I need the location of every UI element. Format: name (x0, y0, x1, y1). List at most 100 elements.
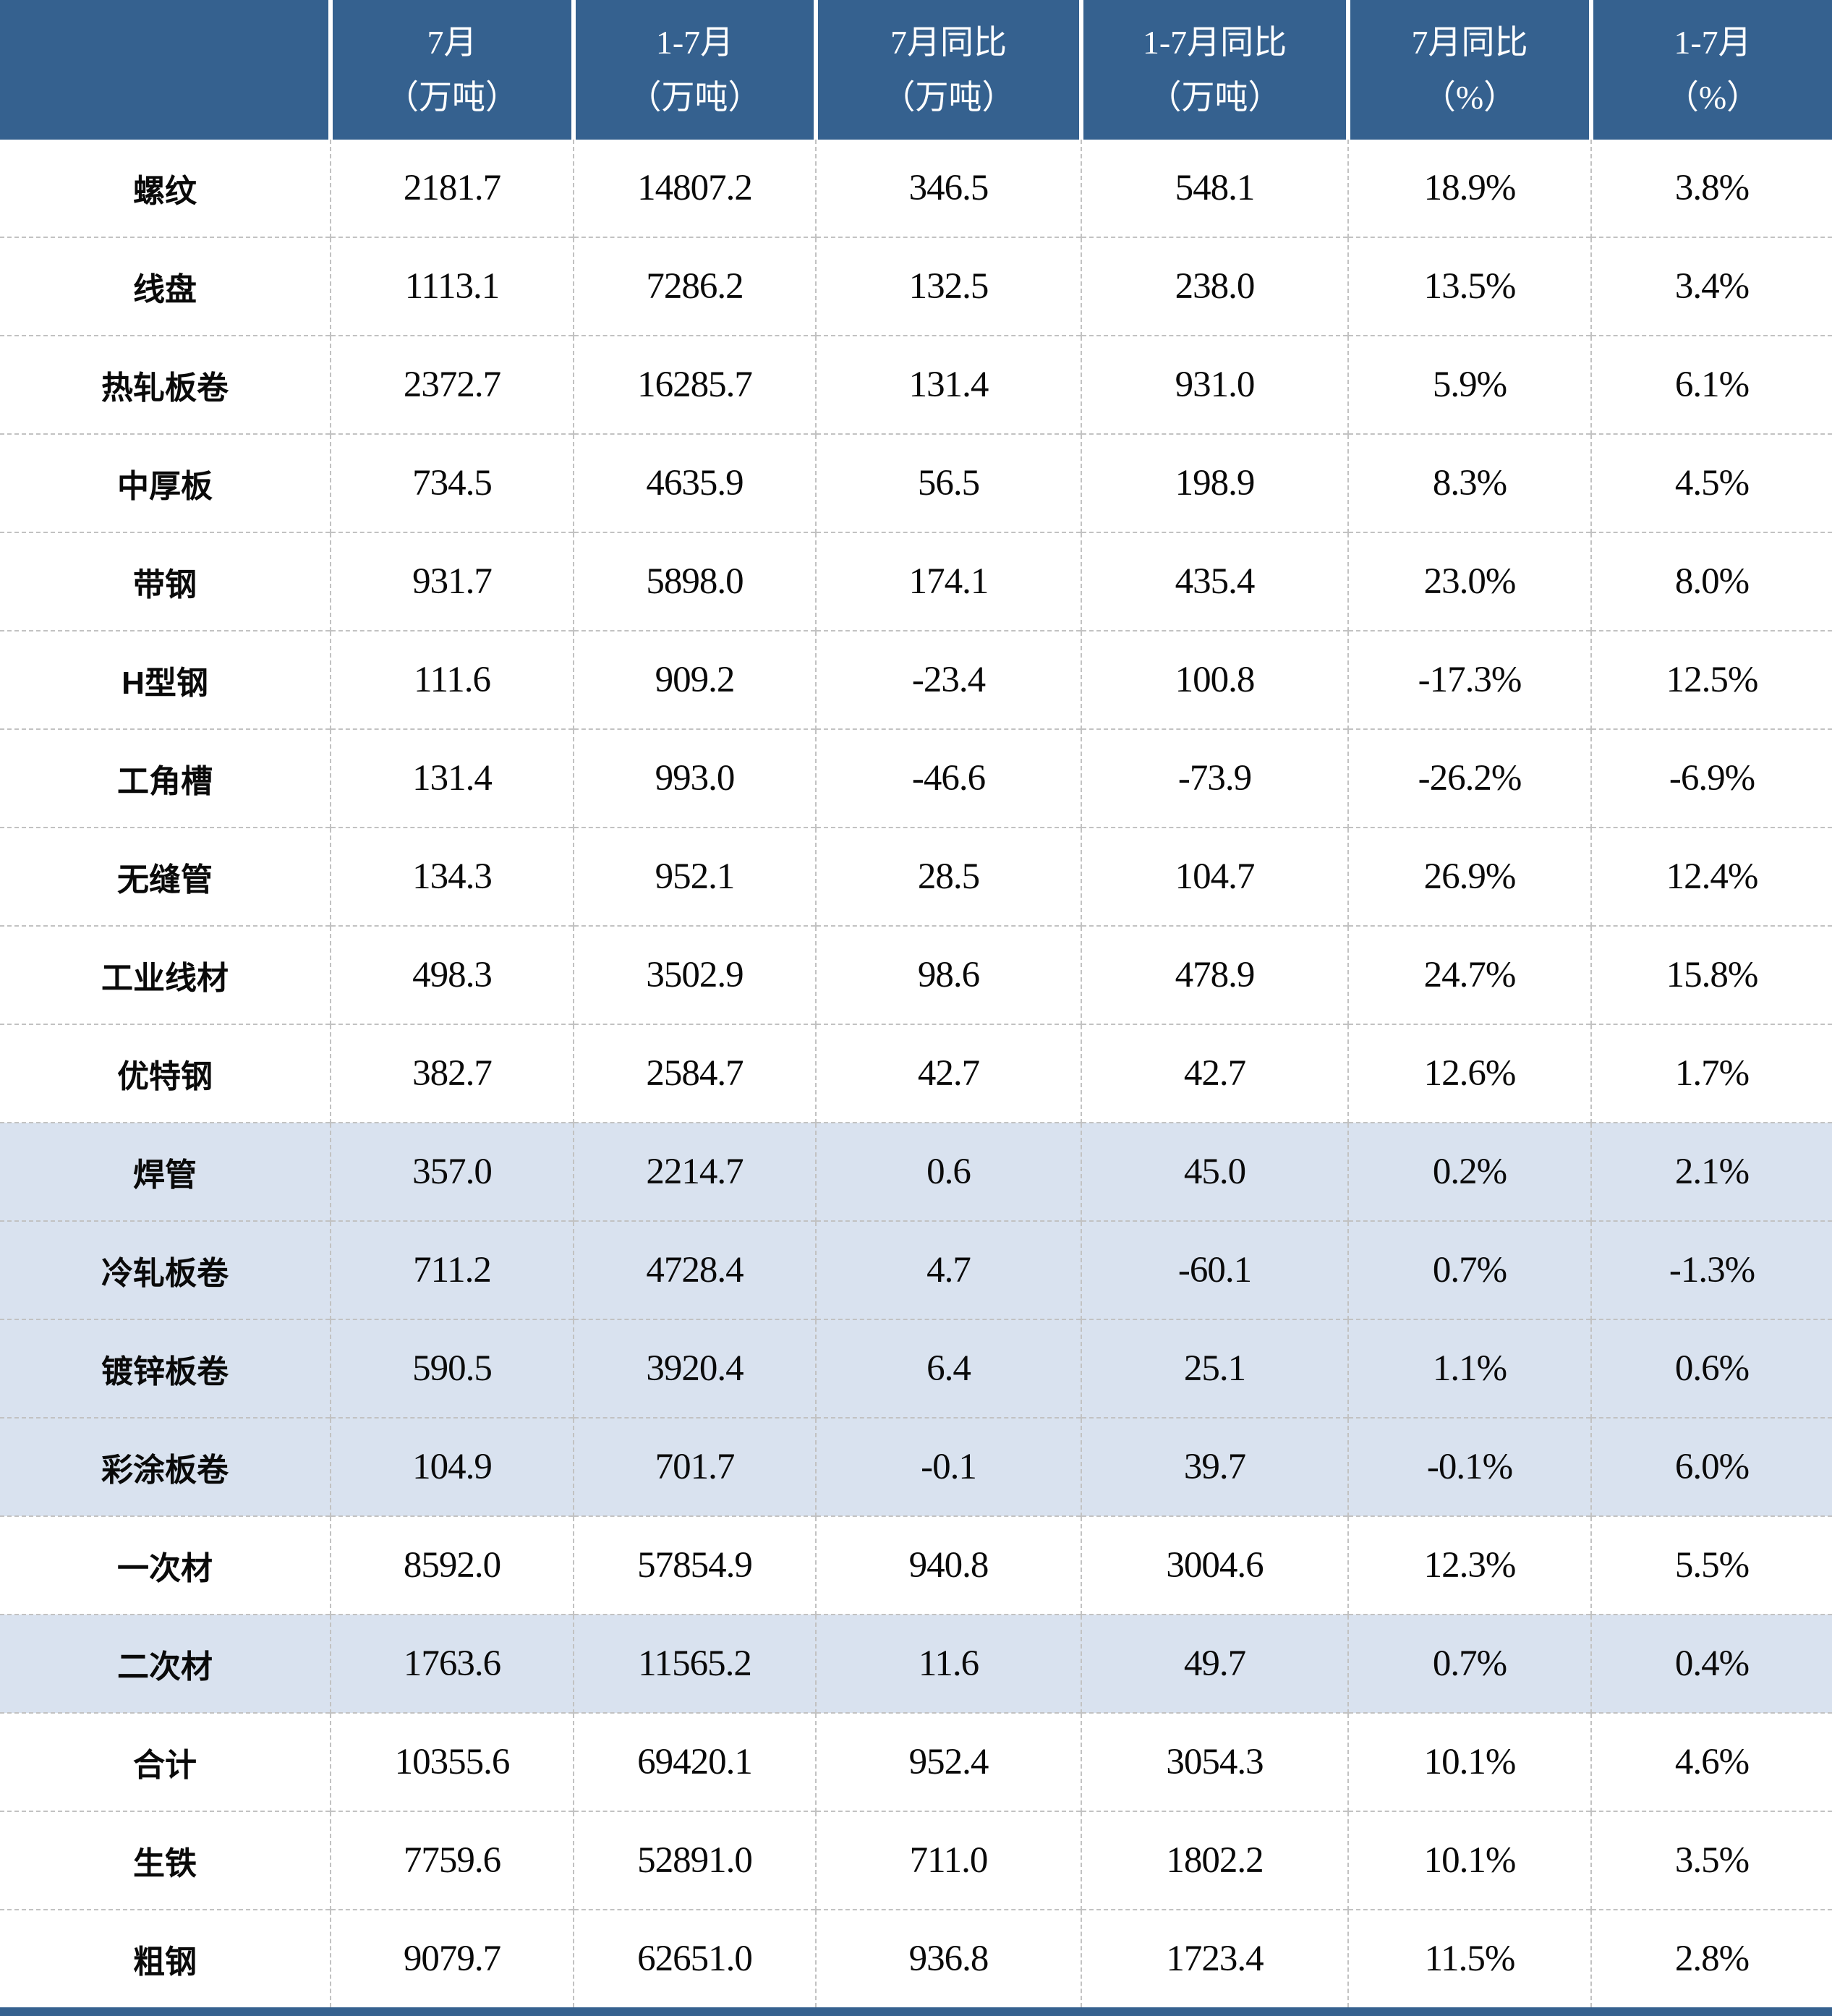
cell-value: -23.4 (815, 630, 1081, 729)
cell-value: -6.9% (1590, 728, 1832, 828)
cell-value: 13.5% (1347, 237, 1591, 336)
cell-value: 57854.9 (573, 1515, 816, 1615)
column-header-line1: 1-7月同比 (1142, 23, 1287, 61)
cell-value: 357.0 (330, 1122, 574, 1221)
cell-value: 131.4 (815, 335, 1081, 434)
cell-value: 2372.7 (330, 335, 574, 434)
cell-value: 132.5 (815, 237, 1081, 336)
cell-value: 590.5 (330, 1319, 574, 1418)
cell-value: 993.0 (573, 728, 816, 828)
cell-value: 62651.0 (573, 1909, 816, 2007)
table-row: 焊管 357.0 2214.7 0.6 45.0 0.2% 2.1% (0, 1122, 1832, 1221)
cell-value: 42.7 (815, 1024, 1081, 1123)
cell-value: 104.7 (1081, 827, 1348, 926)
table-row: 带钢 931.7 5898.0 174.1 435.4 23.0% 8.0% (0, 532, 1832, 631)
cell-value: 8.0% (1590, 532, 1832, 631)
cell-value: 931.7 (330, 532, 574, 631)
cell-value: 11565.2 (573, 1614, 816, 1713)
cell-value: 1802.2 (1081, 1811, 1348, 1910)
column-header-line2: （万吨） (882, 78, 1015, 116)
cell-value: 952.1 (573, 827, 816, 926)
cell-value: 5898.0 (573, 532, 816, 631)
cell-value: 11.6 (815, 1614, 1081, 1713)
cell-value: 6.1% (1590, 335, 1832, 434)
cell-value: 15.8% (1590, 925, 1832, 1024)
row-label: 螺纹 (0, 140, 331, 237)
column-header: 1-7月同比 （万吨） (1079, 0, 1348, 140)
row-label: H型钢 (0, 630, 331, 729)
cell-value: 435.4 (1081, 532, 1348, 631)
column-header-line1: 1-7月 (1674, 23, 1752, 61)
column-header: 1-7月 （%） (1589, 0, 1832, 140)
cell-value: 4.6% (1590, 1712, 1832, 1811)
column-header-line2: （万吨） (628, 78, 762, 116)
cell-value: 4.5% (1590, 433, 1832, 532)
cell-value: 104.9 (330, 1417, 574, 1516)
table-row: 线盘 1113.1 7286.2 132.5 238.0 13.5% 3.4% (0, 237, 1832, 336)
cell-value: -26.2% (1347, 728, 1591, 828)
cell-value: 1113.1 (330, 237, 574, 336)
cell-value: 0.2% (1347, 1122, 1591, 1221)
cell-value: 10.1% (1347, 1811, 1591, 1910)
cell-value: 198.9 (1081, 433, 1348, 532)
cell-value: -73.9 (1081, 728, 1348, 828)
table-row: 镀锌板卷 590.5 3920.4 6.4 25.1 1.1% 0.6% (0, 1319, 1832, 1418)
cell-value: -1.3% (1590, 1220, 1832, 1319)
cell-value: 238.0 (1081, 237, 1348, 336)
cell-value: 1.7% (1590, 1024, 1832, 1123)
cell-value: 711.0 (815, 1811, 1081, 1910)
column-header: 7月同比 （%） (1346, 0, 1591, 140)
cell-value: 52891.0 (573, 1811, 816, 1910)
row-label: 冷轧板卷 (0, 1220, 331, 1319)
cell-value: 39.7 (1081, 1417, 1348, 1516)
cell-value: 14807.2 (573, 140, 816, 237)
cell-value: 3.4% (1590, 237, 1832, 336)
cell-value: 1.1% (1347, 1319, 1591, 1418)
row-label: 热轧板卷 (0, 335, 331, 434)
cell-value: 0.7% (1347, 1220, 1591, 1319)
row-label: 合计 (0, 1712, 331, 1811)
cell-value: 8592.0 (330, 1515, 574, 1615)
cell-value: -0.1 (815, 1417, 1081, 1516)
table-row: 螺纹 2181.7 14807.2 346.5 548.1 18.9% 3.8% (0, 140, 1832, 237)
cell-value: 3502.9 (573, 925, 816, 1024)
table-row: 一次材 8592.0 57854.9 940.8 3004.6 12.3% 5.5% (0, 1515, 1832, 1615)
cell-value: 2.8% (1590, 1909, 1832, 2007)
cell-value: 0.7% (1347, 1614, 1591, 1713)
cell-value: 26.9% (1347, 827, 1591, 926)
cell-value: 12.5% (1590, 630, 1832, 729)
row-label: 粗钢 (0, 1909, 331, 2007)
cell-value: 7286.2 (573, 237, 816, 336)
cell-value: 12.4% (1590, 827, 1832, 926)
column-header-line1: 7月 (427, 23, 477, 61)
table-row: 二次材 1763.6 11565.2 11.6 49.7 0.7% 0.4% (0, 1614, 1832, 1713)
cell-value: 9079.7 (330, 1909, 574, 2007)
cell-value: 7759.6 (330, 1811, 574, 1910)
table-row: 冷轧板卷 711.2 4728.4 4.7 -60.1 0.7% -1.3% (0, 1220, 1832, 1319)
cell-value: 548.1 (1081, 140, 1348, 237)
column-header-line1: 1-7月 (655, 23, 734, 61)
table-row: 优特钢 382.7 2584.7 42.7 42.7 12.6% 1.7% (0, 1024, 1832, 1123)
cell-value: 45.0 (1081, 1122, 1348, 1221)
cell-value: 6.0% (1590, 1417, 1832, 1516)
table-row: 热轧板卷 2372.7 16285.7 131.4 931.0 5.9% 6.1% (0, 335, 1832, 434)
cell-value: -0.1% (1347, 1417, 1591, 1516)
table-row: 工业线材 498.3 3502.9 98.6 478.9 24.7% 15.8% (0, 925, 1832, 1024)
cell-value: 4.7 (815, 1220, 1081, 1319)
cell-value: 100.8 (1081, 630, 1348, 729)
cell-value: 3.5% (1590, 1811, 1832, 1910)
cell-value: 10.1% (1347, 1712, 1591, 1811)
cell-value: 174.1 (815, 532, 1081, 631)
row-label: 二次材 (0, 1614, 331, 1713)
cell-value: 498.3 (330, 925, 574, 1024)
cell-value: 2.1% (1590, 1122, 1832, 1221)
cell-value: 69420.1 (573, 1712, 816, 1811)
cell-value: 1723.4 (1081, 1909, 1348, 2007)
cell-value: 3054.3 (1081, 1712, 1348, 1811)
corner-cell (0, 0, 331, 140)
cell-value: 0.6 (815, 1122, 1081, 1221)
cell-value: 8.3% (1347, 433, 1591, 532)
column-header: 7月 （万吨） (328, 0, 574, 140)
table-row: 生铁 7759.6 52891.0 711.0 1802.2 10.1% 3.5% (0, 1811, 1832, 1910)
